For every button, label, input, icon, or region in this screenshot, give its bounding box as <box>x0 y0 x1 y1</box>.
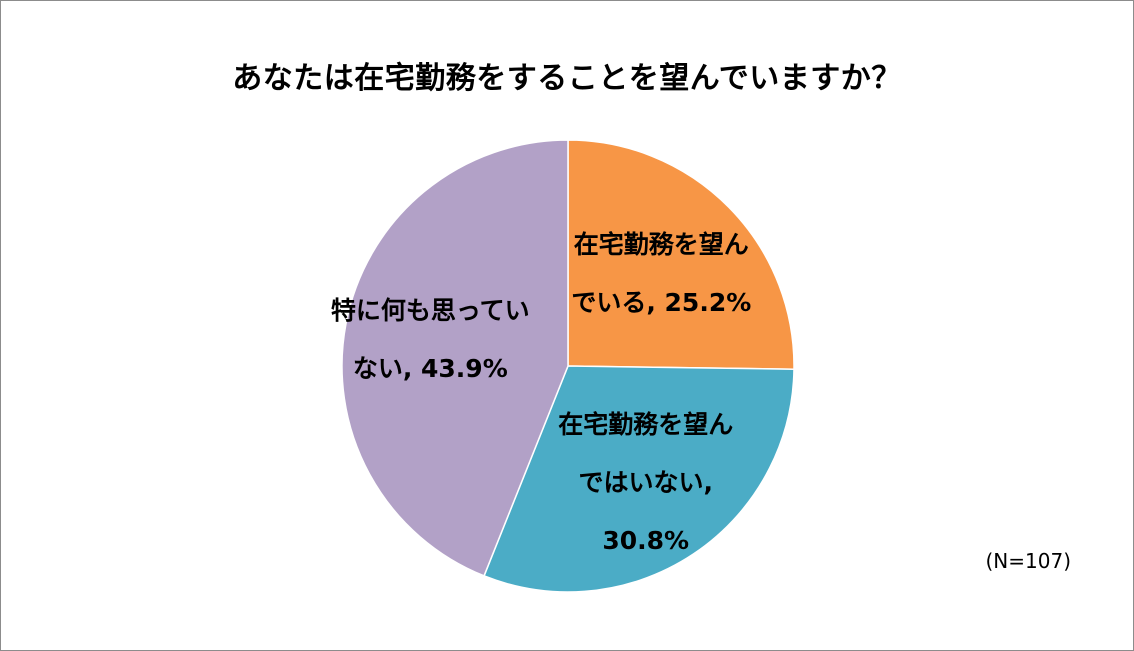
sample-size-note: (N=107) <box>985 549 1072 573</box>
slice-label-not-want-line-2: ではいない, <box>578 467 713 497</box>
pie-slice-want <box>567 139 795 370</box>
slice-label-want: 在宅勤務を望ん でいる, 25.2% <box>571 216 751 332</box>
pie-slices <box>341 139 795 593</box>
slice-label-not-want-line-1: 在宅勤務を望ん <box>558 409 734 439</box>
slice-label-no-opinion-line-2: ない, 43.9% <box>352 353 508 383</box>
pie-slice-no-opinion <box>341 139 569 577</box>
slice-label-not-want-line-3: 30.8% <box>602 525 690 555</box>
slice-label-no-opinion: 特に何も思ってい ない, 43.9% <box>331 282 530 398</box>
pie-slice-not-want <box>483 365 795 593</box>
slice-label-want-line-1: 在宅勤務を望ん <box>573 229 749 259</box>
slice-label-no-opinion-line-1: 特に何も思ってい <box>330 295 530 325</box>
slice-label-not-want: 在宅勤務を望ん ではいない, 30.8% <box>558 396 733 570</box>
chart-title: あなたは在宅勤務をすることを望んでいますか？ <box>232 61 902 96</box>
slice-label-want-line-2: でいる, 25.2% <box>571 287 752 317</box>
